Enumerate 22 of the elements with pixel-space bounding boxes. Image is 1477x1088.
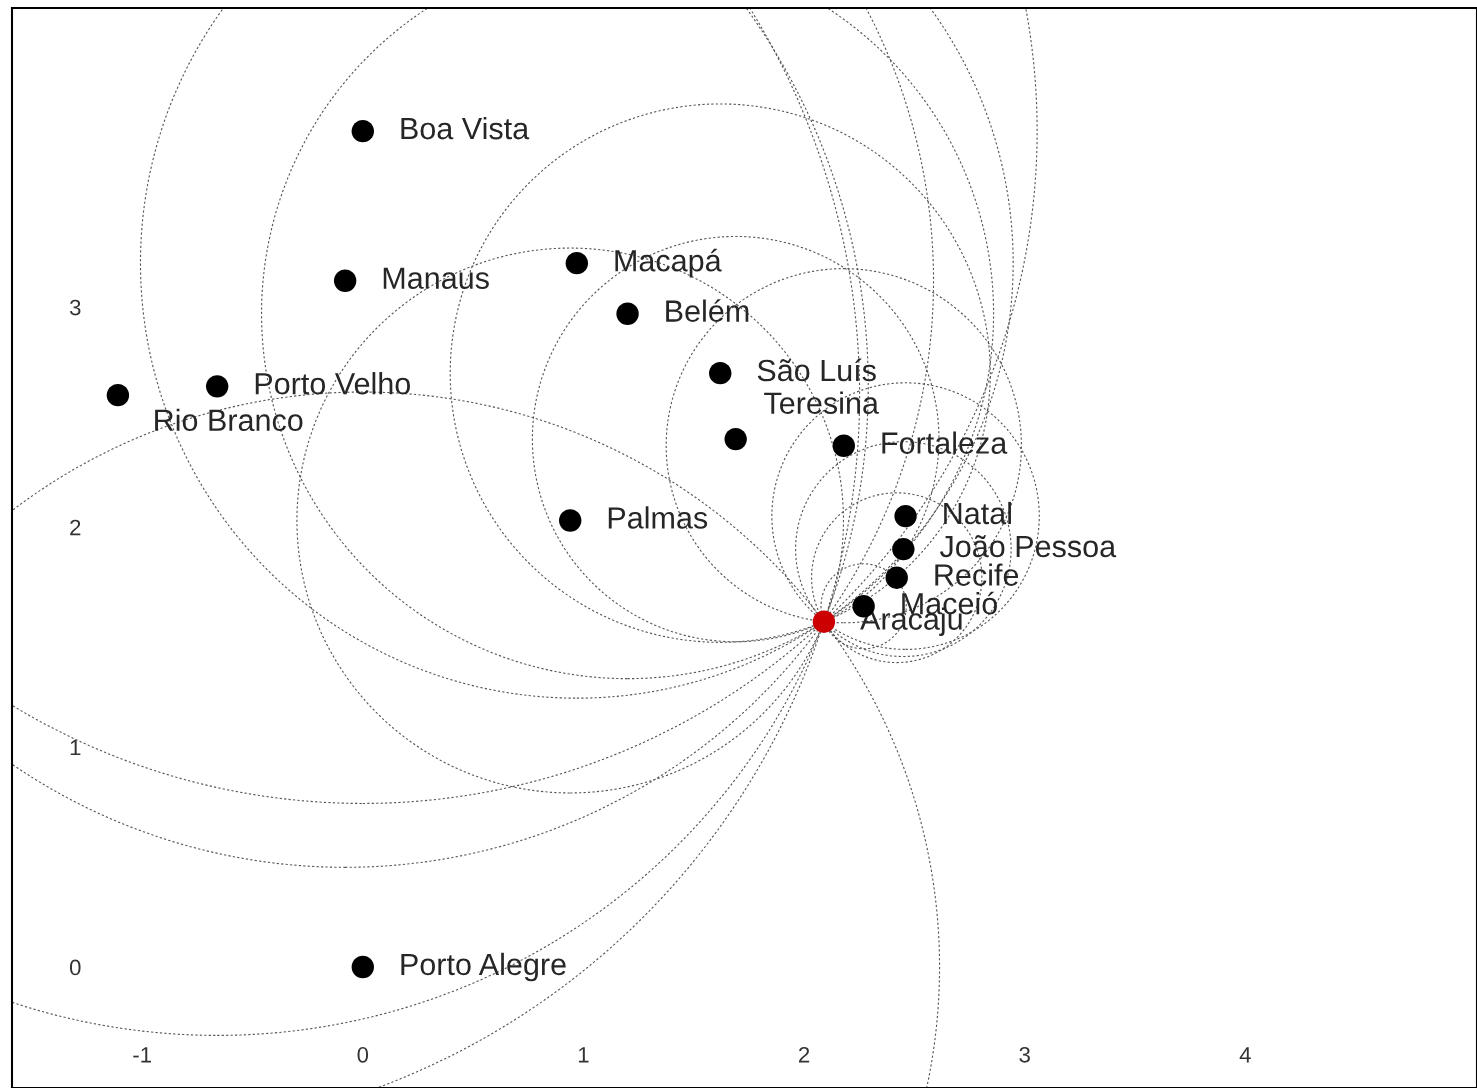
annotation: João Pessoa [939, 535, 1117, 558]
y-tick-label: 3 [69, 299, 81, 316]
annotation: Boa Vista [401, 116, 530, 140]
annotation: Natal [944, 501, 1011, 525]
x-tick-label: 3 [1019, 1046, 1030, 1063]
y-tick-label: 2 [70, 519, 81, 536]
annotation: São Luís [757, 358, 876, 382]
annotation: Palmas [608, 506, 708, 529]
annotation: Recife [935, 563, 1019, 586]
annotation: Rio Branco [155, 408, 303, 432]
x-tick-label: 4 [1239, 1047, 1251, 1063]
x-tick-label: 0 [357, 1046, 369, 1063]
annotation: Porto Alegre [401, 952, 566, 982]
annotation: Macapá [615, 248, 722, 278]
x-tick-label: 2 [799, 1046, 810, 1063]
x-tick-label: -1 [133, 1047, 151, 1063]
y-tick-label: 1 [70, 739, 81, 756]
y-tick-label: 0 [69, 959, 81, 976]
annotation: Belém [666, 299, 749, 322]
x-tick-label: 1 [578, 1047, 589, 1063]
annotation: Porto Velho [255, 372, 411, 395]
annotation: Manaus [383, 267, 489, 289]
